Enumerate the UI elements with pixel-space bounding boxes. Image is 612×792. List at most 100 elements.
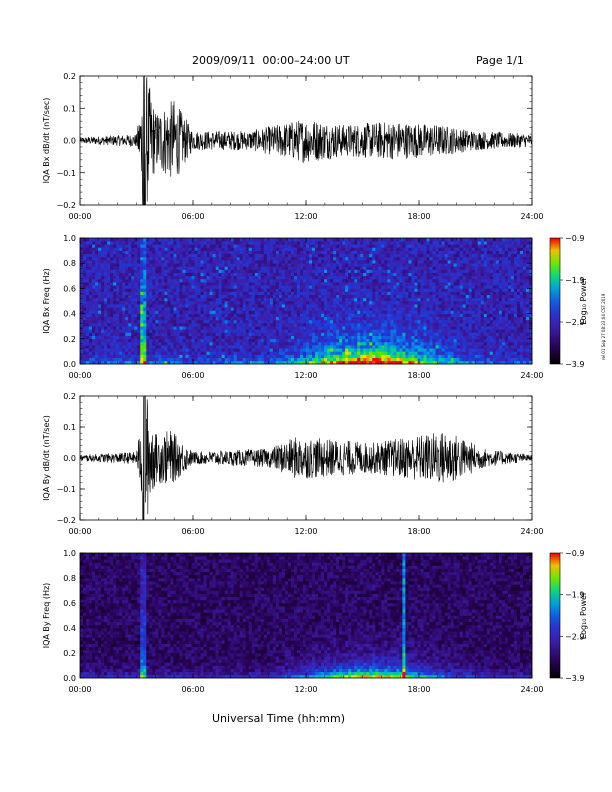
spectrogram-cell [194, 304, 198, 308]
spectrogram-cell [363, 351, 367, 355]
spectrogram-cell [287, 250, 292, 255]
spectrogram-cell [197, 272, 201, 277]
spectrogram-cell [200, 260, 204, 264]
spectrogram-cell [116, 316, 120, 321]
spectrogram-cell [140, 357, 144, 362]
spectrogram-cell [372, 266, 376, 270]
spectrogram-cell [125, 260, 129, 264]
spectrogram-cell [218, 285, 222, 289]
spectrogram-cell [140, 316, 144, 321]
spectrogram-cell [296, 357, 301, 362]
spectrogram-cell [293, 326, 298, 330]
spectrogram-cell [236, 275, 240, 280]
spectrogram-cell [324, 263, 328, 267]
spectrogram-cell [137, 301, 141, 305]
spectrogram-cell [203, 278, 207, 283]
spectrogram-cell [125, 285, 129, 289]
spectrogram-cell [128, 253, 132, 258]
spectrogram-cell [236, 335, 240, 340]
spectrogram-cell [423, 256, 427, 261]
spectrogram-cell [287, 253, 292, 258]
spectrogram-cell [423, 307, 427, 311]
spectrogram-cell [248, 319, 253, 324]
spectrogram-cell [209, 316, 213, 321]
spectrogram-cell [98, 332, 102, 336]
spectrogram-cell [293, 294, 298, 299]
spectrogram-cell [278, 348, 283, 352]
spectrogram-cell [345, 338, 349, 343]
spectrogram-cell [209, 304, 213, 308]
spectrogram-cell [149, 244, 153, 248]
spectrogram-cell [134, 266, 138, 270]
spectrogram-cell [272, 244, 277, 248]
spectrogram-cell [113, 297, 117, 302]
spectrogram-cell [107, 253, 111, 258]
spectrogram-cell [146, 323, 150, 327]
spectrogram-cell [179, 272, 183, 277]
spectrogram-cell [203, 301, 207, 305]
spectrogram-cell [348, 326, 352, 330]
spectrogram-cell [110, 323, 114, 327]
spectrogram-cell [158, 269, 162, 273]
spectrogram-cell [218, 256, 222, 261]
spectrogram-cell [278, 357, 283, 362]
spectrogram-cell [179, 301, 183, 305]
spectrogram-cell [315, 323, 319, 327]
spectrogram-cell [134, 238, 138, 242]
spectrogram-cell [107, 256, 111, 261]
spectrogram-cell [236, 294, 240, 299]
spectrogram-cell [345, 291, 349, 295]
spectrogram-cell [302, 288, 307, 292]
spectrogram-cell [411, 266, 415, 270]
spectrogram-cell [179, 360, 183, 365]
spectrogram-cell [161, 256, 165, 261]
spectrogram-cell [179, 256, 183, 261]
spectrogram-cell [330, 253, 334, 258]
spectrogram-cell [146, 244, 150, 248]
spectrogram-cell [318, 332, 322, 336]
spectrogram-cell [330, 338, 334, 343]
spectrogram-cell [104, 360, 108, 365]
spectrogram-cell [396, 247, 400, 251]
spectrogram-cell [375, 253, 379, 258]
spectrogram-cell [116, 326, 120, 330]
spectrogram-cell [242, 253, 247, 258]
spectrogram-cell [306, 338, 310, 343]
spectrogram-cell [393, 278, 397, 283]
spectrogram-cell [230, 263, 234, 267]
spectrogram-cell [369, 260, 373, 264]
spectrogram-cell [224, 323, 228, 327]
spectrogram-cell [221, 275, 225, 280]
spectrogram-cell [327, 323, 331, 327]
spectrogram-cell [239, 335, 244, 340]
spectrogram-cell [417, 323, 421, 327]
spectrogram-cell [405, 278, 409, 283]
spectrogram-cell [296, 238, 301, 242]
spectrogram-cell [137, 288, 141, 292]
spectrogram-cell [182, 241, 186, 245]
spectrogram-cell [125, 241, 129, 245]
spectrogram-cell [236, 238, 240, 242]
spectrogram-cell [399, 313, 403, 318]
spectrogram-cell [309, 269, 313, 273]
spectrogram-cell [152, 244, 156, 248]
spectrogram-cell [89, 304, 93, 308]
spectrogram-cell [293, 282, 298, 286]
spectrogram-cell [134, 294, 138, 299]
spectrogram-cell [182, 304, 186, 308]
spectrogram-cell [336, 241, 340, 245]
spectrogram-cell [444, 310, 448, 314]
spectrogram-cell [296, 250, 301, 255]
spectrogram-cell [215, 335, 219, 340]
spectrogram-cell [155, 272, 159, 277]
spectrogram-cell [357, 256, 361, 261]
spectrogram-cell [182, 263, 186, 267]
spectrogram-cell [429, 319, 433, 324]
spectrogram-cell [351, 244, 355, 248]
spectrogram-cell [417, 319, 421, 324]
spectrogram-cell [221, 323, 225, 327]
spectrogram-cell [191, 338, 195, 343]
spectrogram-cell [110, 357, 114, 362]
spectrogram-cell [348, 260, 352, 264]
spectrogram-cell [351, 341, 355, 346]
